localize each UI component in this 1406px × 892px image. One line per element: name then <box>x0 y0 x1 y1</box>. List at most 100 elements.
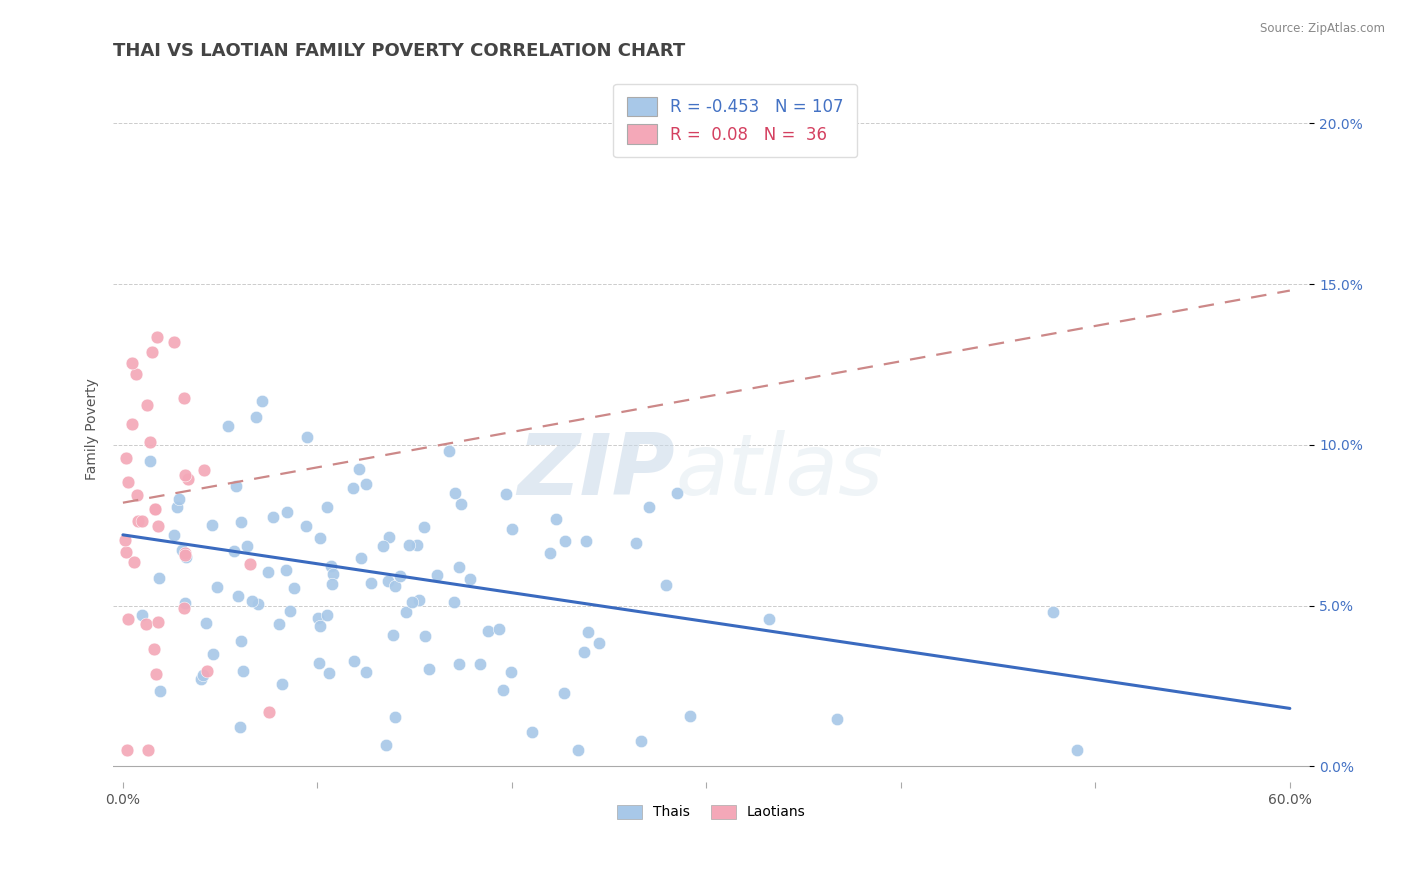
Point <box>136 398 159 412</box>
Point <box>499 665 522 679</box>
Point <box>125 488 148 502</box>
Point <box>343 654 366 668</box>
Point <box>377 530 399 544</box>
Point <box>229 720 252 734</box>
Point <box>201 517 224 532</box>
Point <box>297 430 319 444</box>
Point <box>1066 743 1088 757</box>
Point <box>125 367 148 381</box>
Point <box>395 605 418 619</box>
Point <box>145 667 167 681</box>
Point <box>630 733 652 747</box>
Point <box>163 334 186 349</box>
Point <box>174 548 197 562</box>
Point <box>124 555 146 569</box>
Point <box>115 545 138 559</box>
Point <box>229 515 252 529</box>
Point <box>377 574 399 588</box>
Point <box>384 579 406 593</box>
Point <box>205 580 228 594</box>
Point <box>202 647 225 661</box>
Point <box>139 435 162 450</box>
Point <box>174 549 197 564</box>
Point <box>117 475 139 490</box>
Point <box>321 577 343 591</box>
Point <box>666 486 689 500</box>
Point <box>148 615 170 629</box>
Point <box>240 594 263 608</box>
Point <box>121 356 143 370</box>
Point <box>342 481 364 495</box>
Point <box>588 636 610 650</box>
Point <box>295 519 318 533</box>
Point <box>174 595 197 609</box>
Point <box>375 738 398 752</box>
Point <box>139 454 162 468</box>
Point <box>443 486 465 500</box>
Point <box>544 511 567 525</box>
Point <box>450 498 472 512</box>
Point <box>239 557 262 571</box>
Point <box>231 633 253 648</box>
Point <box>316 500 339 514</box>
Point <box>236 539 259 553</box>
Point <box>232 664 254 678</box>
Point <box>354 665 377 679</box>
Point <box>679 708 702 723</box>
Point <box>257 705 280 719</box>
Point <box>145 501 167 516</box>
Point <box>177 472 200 486</box>
Point <box>163 528 186 542</box>
Point <box>148 571 170 585</box>
Point <box>492 683 515 698</box>
Point <box>191 668 214 682</box>
Point <box>121 417 143 431</box>
Point <box>1042 605 1064 619</box>
Point <box>115 743 138 757</box>
Text: Source: ZipAtlas.com: Source: ZipAtlas.com <box>1260 22 1385 36</box>
Point <box>554 533 576 548</box>
Point <box>458 572 481 586</box>
Point <box>477 624 499 638</box>
Point <box>350 551 373 566</box>
Point <box>318 665 340 680</box>
Point <box>360 576 382 591</box>
Point <box>389 569 412 583</box>
Point <box>401 595 423 609</box>
Point <box>758 611 780 625</box>
Point <box>143 502 166 516</box>
Point <box>408 593 430 607</box>
Point <box>127 515 149 529</box>
Point <box>825 712 848 726</box>
Point <box>267 617 290 632</box>
Point <box>501 522 523 536</box>
Point <box>398 538 420 552</box>
Point <box>578 624 600 639</box>
Point <box>495 487 517 501</box>
Point <box>131 514 153 528</box>
Point <box>195 665 218 679</box>
Point <box>280 604 302 618</box>
Point <box>308 656 330 670</box>
Point <box>449 559 471 574</box>
Point <box>347 462 370 476</box>
Point <box>174 546 197 560</box>
Point <box>117 612 139 626</box>
Point <box>575 533 598 548</box>
Point <box>405 538 427 552</box>
Y-axis label: Family Poverty: Family Poverty <box>86 378 100 480</box>
Point <box>384 710 406 724</box>
Point <box>131 607 153 622</box>
Point <box>316 608 339 623</box>
Point <box>226 590 249 604</box>
Point <box>262 510 284 524</box>
Point <box>274 563 297 577</box>
Point <box>217 419 239 434</box>
Point <box>520 724 543 739</box>
Point <box>308 619 330 633</box>
Point <box>146 330 169 344</box>
Point <box>418 662 440 676</box>
Point <box>174 467 197 482</box>
Point <box>136 743 159 757</box>
Point <box>425 568 447 582</box>
